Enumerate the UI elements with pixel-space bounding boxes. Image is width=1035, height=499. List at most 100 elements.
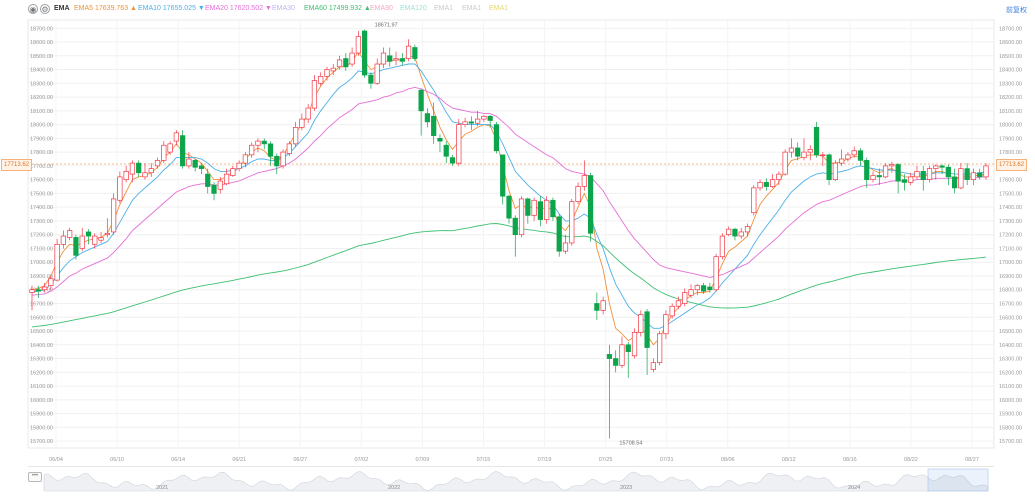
ema-legend-item[interactable]: EMA20 17620.502 ▼ bbox=[205, 5, 272, 12]
candle bbox=[857, 147, 864, 166]
candle bbox=[267, 141, 274, 166]
candle bbox=[437, 134, 443, 153]
y-tick-label: 17900.00 bbox=[30, 136, 53, 142]
x-tick-label: 06/27 bbox=[293, 457, 307, 463]
candle-body bbox=[399, 58, 405, 62]
adjust-mode-button[interactable]: 前复权 bbox=[1006, 7, 1027, 14]
navigator-overview[interactable]: 2021 2022 2023 2024 bbox=[28, 467, 994, 495]
candle bbox=[368, 72, 374, 89]
candle-body bbox=[487, 115, 493, 121]
y-tick-label: 15800.00 bbox=[999, 425, 1022, 431]
x-tick-label: 06/04 bbox=[49, 457, 63, 463]
indicator-name[interactable]: EMA bbox=[54, 5, 70, 12]
y-tick-label: 16000.00 bbox=[999, 398, 1022, 404]
candle bbox=[682, 288, 688, 307]
candle bbox=[782, 149, 788, 176]
candle-body bbox=[48, 278, 54, 286]
navigator-year-label: 2022 bbox=[388, 485, 400, 491]
eye-icon[interactable]: ◉ bbox=[28, 4, 38, 14]
candle bbox=[180, 130, 186, 169]
candle bbox=[757, 179, 763, 191]
candle-body bbox=[600, 300, 606, 311]
candle-body bbox=[387, 55, 393, 62]
candle-body bbox=[148, 168, 154, 174]
candle bbox=[895, 163, 901, 194]
candle-body bbox=[864, 160, 870, 180]
ema-legend-item[interactable]: EMA60 17499.932 ▲ bbox=[304, 5, 371, 12]
candle bbox=[387, 47, 393, 67]
candle bbox=[280, 149, 286, 169]
candles bbox=[29, 29, 989, 439]
candle-body bbox=[619, 344, 625, 366]
candle-body bbox=[964, 168, 970, 180]
candle-body bbox=[738, 231, 744, 237]
low-annotation: 15708.54 bbox=[619, 440, 642, 446]
candle bbox=[889, 161, 895, 173]
candle-body bbox=[443, 144, 449, 157]
candle-body bbox=[575, 186, 581, 203]
y-tick-label: 16000.00 bbox=[30, 398, 53, 404]
candle-body bbox=[92, 235, 98, 245]
candle bbox=[255, 138, 261, 153]
candle-body bbox=[462, 121, 468, 125]
y-tick-label: 18200.00 bbox=[999, 95, 1022, 101]
candle bbox=[117, 171, 123, 204]
indicator-toolbar: ◉ ⚙ EMA EMA5 17639.763 ▲ EMA10 17655.025 … bbox=[0, 0, 1035, 20]
candle-body bbox=[192, 160, 198, 168]
candle bbox=[763, 178, 769, 191]
candle bbox=[161, 141, 167, 164]
candle bbox=[148, 163, 154, 177]
candle bbox=[286, 141, 292, 157]
candle bbox=[926, 165, 933, 183]
candlestick-chart[interactable]: 18700.00 18600.00 18500.00 18400.00 18300.00… bbox=[0, 0, 1035, 466]
settings-icon[interactable]: ⚙ bbox=[40, 4, 50, 14]
ema-legend-item[interactable]: EMA90 bbox=[370, 5, 393, 12]
y-tick-label: 16600.00 bbox=[30, 315, 53, 321]
candle-body bbox=[481, 115, 487, 120]
candle-body bbox=[895, 164, 901, 182]
candle bbox=[870, 171, 876, 183]
candle bbox=[663, 310, 669, 340]
candle bbox=[864, 157, 870, 188]
candle bbox=[525, 197, 531, 224]
x-tick-label: 06/14 bbox=[171, 457, 185, 463]
candle bbox=[769, 174, 776, 188]
ema-legend-item[interactable]: EMA1 bbox=[462, 5, 482, 12]
y-tick-label: 18100.00 bbox=[999, 109, 1022, 115]
candle bbox=[707, 282, 713, 293]
ema-legend-item[interactable]: EMA1 bbox=[434, 5, 454, 12]
candle bbox=[343, 53, 349, 71]
candle-body bbox=[54, 243, 60, 281]
navigator-area bbox=[43, 470, 989, 492]
candle-body bbox=[813, 126, 820, 156]
candle bbox=[512, 215, 518, 257]
y-tick-label: 16800.00 bbox=[999, 288, 1022, 294]
candle-body bbox=[870, 175, 876, 180]
candle-body bbox=[719, 235, 726, 258]
candle bbox=[242, 152, 249, 168]
y-tick-label: 18400.00 bbox=[30, 68, 53, 74]
candle bbox=[374, 58, 380, 85]
x-tick-label: 08/06 bbox=[721, 457, 735, 463]
candle bbox=[669, 303, 675, 319]
candle bbox=[211, 182, 217, 201]
ema-legend-item[interactable]: EMA120 bbox=[400, 5, 427, 12]
candle-body bbox=[700, 285, 707, 292]
ema-legend-item[interactable]: EMA10 17655.025 ▼ bbox=[138, 5, 205, 12]
ema-legend-item[interactable]: EMA5 17639.763 ▲ bbox=[74, 5, 137, 12]
time-navigator[interactable]: ••• 2021 2022 2023 2024 bbox=[28, 466, 994, 495]
candle-body bbox=[625, 344, 631, 353]
ema-legend-item[interactable]: EMA1 bbox=[489, 5, 509, 12]
candle bbox=[832, 160, 838, 182]
ema-legend-item[interactable]: EMA30 bbox=[272, 5, 295, 12]
ema-line-ema60 bbox=[31, 223, 987, 328]
candle bbox=[500, 154, 506, 205]
y-tick-label: 16400.00 bbox=[999, 343, 1022, 349]
candle-body bbox=[556, 216, 562, 252]
candle-body bbox=[889, 164, 895, 167]
candle-body bbox=[851, 150, 857, 156]
navigator-handle[interactable]: ••• bbox=[28, 472, 42, 482]
candle bbox=[939, 164, 945, 175]
candle bbox=[537, 196, 543, 227]
candle bbox=[362, 29, 368, 78]
